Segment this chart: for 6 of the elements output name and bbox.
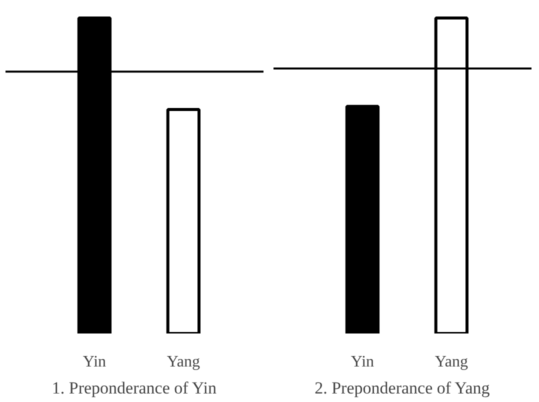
text: 2. Preponderance of Yang — [314, 378, 490, 398]
text: 1. Preponderance of Yin — [52, 378, 217, 398]
x-tick-label: Yang — [434, 354, 468, 370]
x-tick-label: Yin — [82, 354, 106, 370]
x-tick-label: Yin — [350, 354, 374, 370]
x-tick-label: Yang — [166, 354, 200, 370]
